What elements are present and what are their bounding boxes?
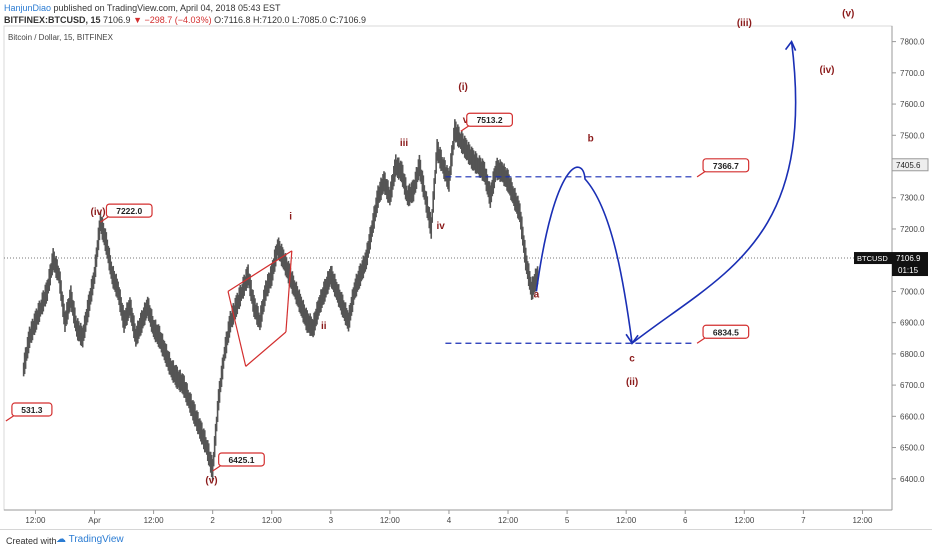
y-tick-label: 7200.0 bbox=[900, 225, 925, 234]
price-callout-label: 7366.7 bbox=[713, 161, 739, 171]
wave-label: (v) bbox=[842, 9, 854, 20]
x-tick-label: 7 bbox=[801, 516, 806, 525]
y-tick-label: 7500.0 bbox=[900, 131, 925, 140]
price-callout-label: 531.3 bbox=[21, 405, 43, 415]
price-callout-box bbox=[11, 402, 53, 417]
x-tick-label: 12:00 bbox=[616, 516, 637, 525]
wave-label: iv bbox=[437, 221, 446, 232]
wave-label: b bbox=[588, 134, 594, 145]
wave-label: (ii) bbox=[626, 377, 638, 388]
wave-label: (iv) bbox=[820, 65, 835, 76]
price-callout-label: 7222.0 bbox=[116, 206, 142, 216]
symbol-tag bbox=[854, 252, 892, 265]
x-tick-label: 12:00 bbox=[734, 516, 755, 525]
created-with-text: Created with bbox=[6, 536, 57, 546]
price-chart[interactable]: 6400.0 6500.0 6600.0 6700.0 6800.0 6900.0 7000… bbox=[0, 0, 932, 528]
y-tick-label: 7000.0 bbox=[900, 287, 925, 296]
arrow-head-up bbox=[784, 40, 797, 51]
x-tick-label: 6 bbox=[683, 516, 688, 525]
triangle-right-line bbox=[285, 250, 293, 333]
author-link[interactable]: HanjunDiao bbox=[4, 3, 52, 13]
triangle-left-line bbox=[227, 291, 247, 367]
y-tick-label: 7800.0 bbox=[900, 38, 925, 47]
y-tick-label: 6900.0 bbox=[900, 319, 925, 328]
x-tick-label: 12:00 bbox=[262, 516, 283, 525]
y-tick-label: 6600.0 bbox=[900, 412, 925, 421]
wave-label: (v) bbox=[205, 475, 217, 486]
last-price: 7106.9 bbox=[103, 15, 131, 25]
x-tick-label: Apr bbox=[88, 516, 101, 525]
wave-label: (iv) bbox=[91, 207, 106, 218]
published-text: published on TradingView.com, April 04, … bbox=[53, 3, 281, 13]
x-tick-label: 12:00 bbox=[380, 516, 401, 525]
footer: Created with ☁ TradingView bbox=[0, 529, 932, 551]
wave-label: i bbox=[289, 212, 292, 223]
price-callout-label: 6425.1 bbox=[228, 455, 254, 465]
tradingview-logo[interactable]: ☁ TradingView bbox=[56, 534, 124, 545]
tradingview-brand: TradingView bbox=[68, 534, 124, 545]
price-callout-box bbox=[702, 158, 750, 173]
arrow-head-down bbox=[625, 333, 639, 345]
last-price-tag bbox=[892, 252, 928, 277]
x-tick-label: 12:00 bbox=[498, 516, 519, 525]
y-tick-label: 7300.0 bbox=[900, 194, 925, 203]
y-tick-label: 7700.0 bbox=[900, 69, 925, 78]
price-callout-label: 7513.2 bbox=[477, 115, 503, 125]
prev-close-tag bbox=[891, 158, 929, 172]
y-tick-label: 6800.0 bbox=[900, 350, 925, 359]
y-tick-label: 6500.0 bbox=[900, 444, 925, 453]
x-tick-label: 12:00 bbox=[852, 516, 873, 525]
price-callout-box bbox=[218, 452, 265, 467]
price-change: −298.7 (−4.03%) bbox=[144, 15, 212, 25]
prev-close-value: 7405.6 bbox=[896, 161, 921, 170]
price-callout-box bbox=[105, 203, 153, 218]
triangle-upper-line bbox=[227, 250, 293, 292]
price-callout-box bbox=[702, 324, 750, 339]
countdown-value: 01:15 bbox=[898, 266, 919, 275]
y-tick-label: 7600.0 bbox=[900, 100, 925, 109]
publish-info: HanjunDiao published on TradingView.com,… bbox=[4, 3, 281, 13]
x-tick-label: 12:00 bbox=[144, 516, 165, 525]
x-tick-label: 4 bbox=[447, 516, 452, 525]
x-tick-label: 3 bbox=[329, 516, 334, 525]
last-price-value: 7106.9 bbox=[896, 254, 921, 263]
x-tick-label: 12:00 bbox=[25, 516, 46, 525]
plot-frame bbox=[3, 25, 893, 511]
wave-label: (i) bbox=[458, 82, 467, 93]
x-tick-label: 2 bbox=[210, 516, 215, 525]
wave-label: a bbox=[534, 290, 540, 301]
y-tick-label: 6700.0 bbox=[900, 381, 925, 390]
price-callout-box bbox=[466, 112, 513, 127]
price-callout-label: 6834.5 bbox=[713, 327, 739, 337]
projection-arrow-path bbox=[535, 41, 797, 345]
y-tick-label: 6400.0 bbox=[900, 475, 925, 484]
chart-title: Bitcoin / Dollar, 15, BITFINEX bbox=[8, 33, 113, 42]
wave-label: c bbox=[629, 354, 635, 365]
triangle-lower-line bbox=[245, 331, 287, 367]
wave-label: ii bbox=[321, 321, 327, 332]
ohlc-values: O:7116.8 H:7120.0 L:7085.0 C:7106.9 bbox=[214, 15, 367, 25]
wave-label: iii bbox=[400, 138, 409, 149]
down-triangle-icon: ▼ bbox=[133, 15, 142, 25]
symbol-header: BITFINEX:BTCUSD, 15 7106.9 ▼ −298.7 (−4.… bbox=[4, 15, 366, 25]
symbol-name: BITFINEX:BTCUSD, 15 bbox=[4, 15, 101, 25]
wave-label: (iii) bbox=[737, 18, 752, 29]
wave-label: v bbox=[463, 115, 469, 126]
symbol-tag-label: BTCUSD bbox=[857, 254, 888, 263]
x-tick-label: 5 bbox=[565, 516, 570, 525]
